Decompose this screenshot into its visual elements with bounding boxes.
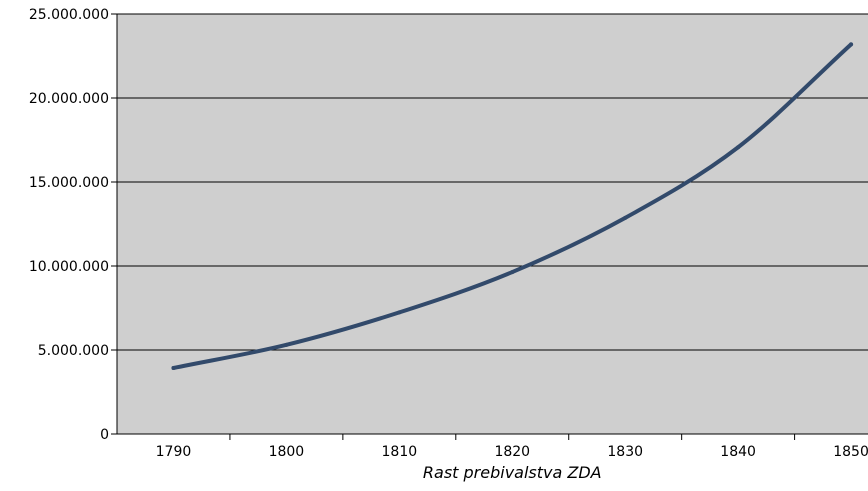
plot-area (117, 14, 868, 434)
y-tick-label: 15.000.000 (29, 175, 109, 191)
data-point (736, 145, 741, 150)
x-tick-label: 1810 (382, 444, 418, 460)
series-layer (171, 42, 854, 370)
y-tick-label: 20.000.000 (29, 91, 109, 107)
x-tick-label: 1790 (156, 444, 192, 460)
y-tick-label: 10.000.000 (29, 259, 109, 275)
x-tick-labels: 1790 1800 1810 1820 1830 1840 1850 (156, 444, 868, 460)
x-axis-title: Rast prebivalstva ZDA (423, 463, 602, 482)
y-tick-labels: 0 5.000.000 10.000.000 15.000.000 20.000.000… (29, 7, 109, 443)
x-tick-label: 1840 (720, 444, 756, 460)
data-point (284, 342, 289, 347)
x-tick-label: 1800 (269, 444, 305, 460)
axes (116, 14, 868, 440)
data-point (397, 310, 402, 315)
data-point (510, 270, 515, 275)
data-point (171, 365, 176, 370)
gridlines (111, 13, 868, 435)
y-tick-label: 5.000.000 (38, 343, 109, 359)
data-point (623, 215, 628, 220)
data-point (849, 42, 854, 47)
x-tick-label: 1850 (833, 444, 868, 460)
x-tick-label: 1820 (494, 444, 530, 460)
y-tick-label: 0 (100, 427, 109, 443)
x-tick-label: 1830 (607, 444, 643, 460)
y-tick-label: 25.000.000 (29, 7, 109, 23)
